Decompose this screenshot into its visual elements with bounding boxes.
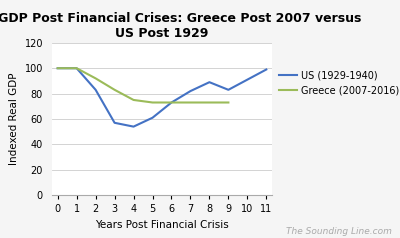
- US (1929-1940): [55, 67, 60, 70]
- US (1929-1940): [131, 125, 136, 128]
- Greece (2007-2016): [131, 99, 136, 101]
- US (1929-1940): [112, 121, 117, 124]
- Title: Real GDP Post Financial Crises: Greece Post 2007 versus
US Post 1929: Real GDP Post Financial Crises: Greece P…: [0, 12, 361, 40]
- US (1929-1940): [74, 67, 79, 70]
- Legend: US (1929-1940), Greece (2007-2016): US (1929-1940), Greece (2007-2016): [279, 70, 400, 95]
- US (1929-1940): [207, 81, 212, 84]
- Text: The Sounding Line.com: The Sounding Line.com: [286, 227, 392, 236]
- US (1929-1940): [264, 68, 269, 71]
- X-axis label: Years Post Financial Crisis: Years Post Financial Crisis: [95, 220, 229, 230]
- US (1929-1940): [188, 90, 193, 93]
- Line: US (1929-1940): US (1929-1940): [58, 68, 266, 127]
- Line: Greece (2007-2016): Greece (2007-2016): [58, 68, 228, 103]
- Greece (2007-2016): [93, 77, 98, 80]
- US (1929-1940): [169, 101, 174, 104]
- Greece (2007-2016): [226, 101, 231, 104]
- Greece (2007-2016): [112, 88, 117, 91]
- US (1929-1940): [245, 78, 250, 81]
- US (1929-1940): [150, 116, 155, 119]
- Greece (2007-2016): [188, 101, 193, 104]
- Greece (2007-2016): [207, 101, 212, 104]
- Y-axis label: Indexed Real GDP: Indexed Real GDP: [9, 73, 19, 165]
- Greece (2007-2016): [150, 101, 155, 104]
- US (1929-1940): [226, 88, 231, 91]
- Greece (2007-2016): [55, 67, 60, 70]
- Greece (2007-2016): [74, 67, 79, 70]
- US (1929-1940): [93, 88, 98, 91]
- Greece (2007-2016): [169, 101, 174, 104]
